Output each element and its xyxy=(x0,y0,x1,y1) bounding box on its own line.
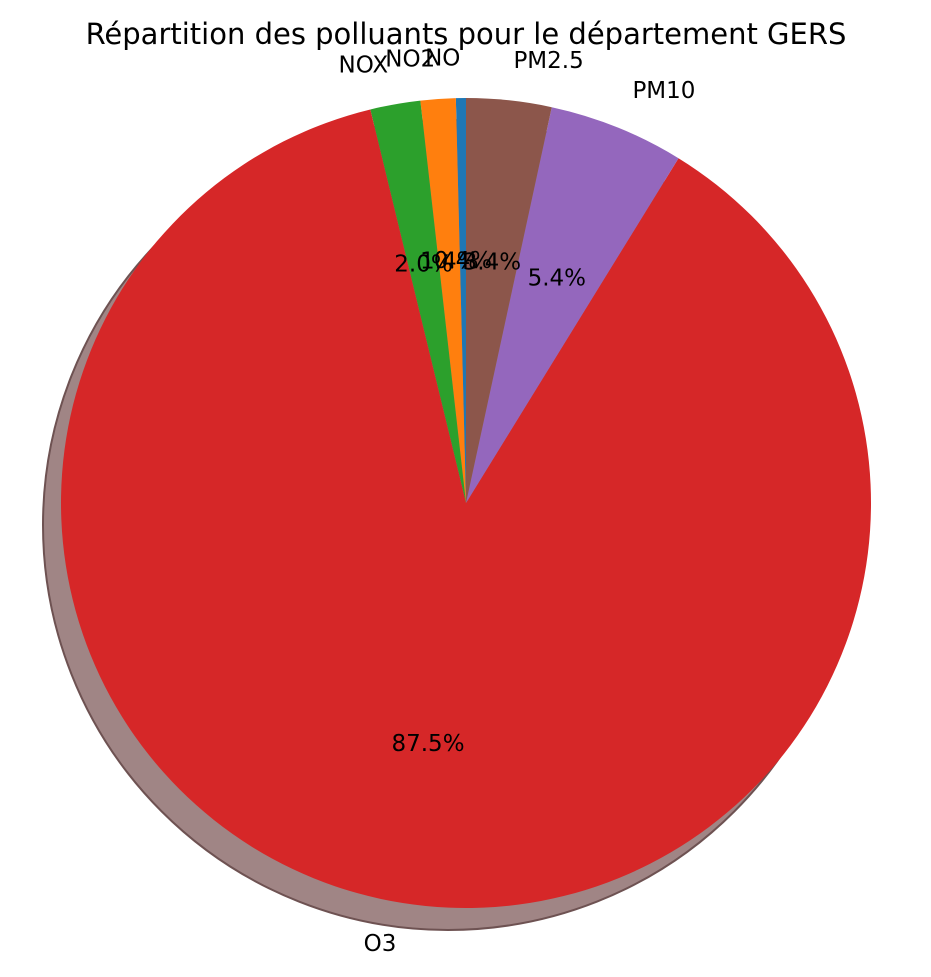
pie-slice-pm25 xyxy=(466,98,552,503)
slice-label-no2: NO2 xyxy=(385,47,435,73)
slice-label-pm10: PM10 xyxy=(632,78,695,104)
pie-percent-labels: 0.4%1.4%2.0% 87.5% 5.4% 3.4% xyxy=(391,248,586,757)
percent-label-nox: 2.0% xyxy=(394,252,452,278)
slice-label-no: NO xyxy=(425,46,460,72)
slice-label-o3: O3 xyxy=(364,931,397,957)
percent-label-pm10: 5.4% xyxy=(528,266,586,292)
chart-title: Répartition des polluants pour le départ… xyxy=(86,17,847,51)
pie-slice-no2 xyxy=(420,98,466,503)
percent-label-no: 0.4% xyxy=(434,248,492,274)
pie-slice-o3 xyxy=(61,109,872,909)
percent-label-pm25: 3.4% xyxy=(463,249,521,275)
pie-slice-no xyxy=(455,98,466,503)
percent-label-no2: 1.4% xyxy=(420,249,478,275)
slice-label-pm25: PM2.5 xyxy=(513,48,583,74)
slice-label-nox: NOX xyxy=(339,52,389,78)
pie-slice-nox xyxy=(370,100,466,503)
pie-slices xyxy=(61,98,872,909)
percent-label-o3: 87.5% xyxy=(391,731,464,757)
pie-slice-pm10 xyxy=(466,107,679,503)
